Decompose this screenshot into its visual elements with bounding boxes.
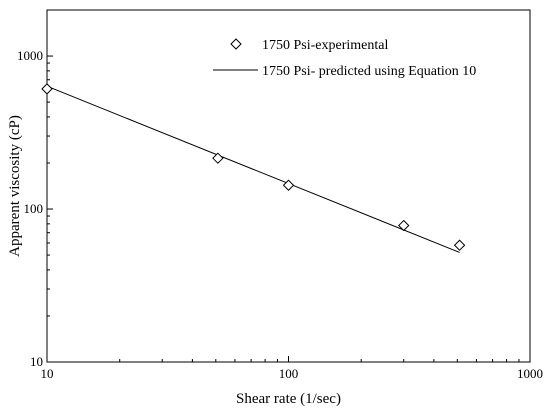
x-tick-label: 1000: [517, 366, 543, 381]
legend-marker-experimental: [230, 38, 242, 50]
data-point: [282, 179, 295, 191]
data-point: [398, 219, 410, 232]
y-axis-label: Apparent viscosity (cP): [7, 115, 23, 257]
x-axis-ticks: 10 100 1000: [41, 356, 543, 381]
legend-label-predicted: 1750 Psi- predicted using Equation 10: [262, 64, 476, 79]
y-axis-ticks: 10 100 1000: [17, 48, 53, 369]
legend: 1750 Psi-experimental 1750 Psi- predicte…: [213, 38, 476, 79]
y-tick-label: 100: [24, 201, 44, 216]
x-tick-label: 100: [279, 366, 299, 381]
y-tick-label: 1000: [17, 48, 43, 63]
predicted-line: [46, 85, 460, 253]
data-point: [41, 83, 53, 95]
y-tick-label: 10: [30, 354, 43, 369]
x-axis-label: Shear rate (1/sec): [236, 391, 341, 407]
data-point: [453, 239, 466, 251]
data-point: [212, 152, 224, 164]
x-tick-label: 10: [41, 366, 54, 381]
series-layer: [41, 83, 466, 253]
legend-label-experimental: 1750 Psi-experimental: [262, 38, 388, 53]
